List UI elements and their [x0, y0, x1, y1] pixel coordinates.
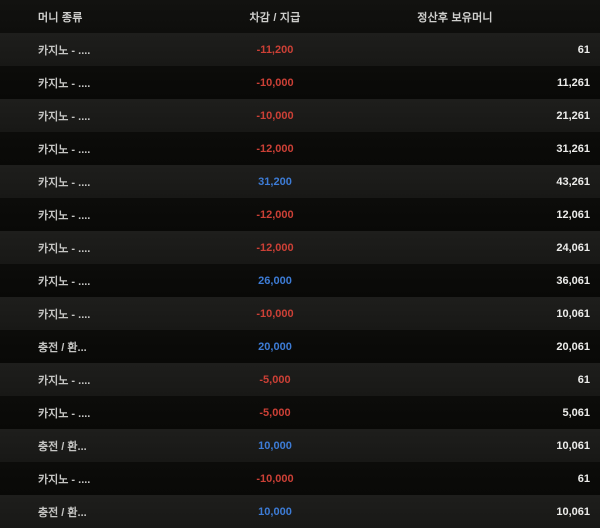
table-row: 카지노 - .... 26,000 36,061 — [0, 264, 600, 297]
table-body: 카지노 - .... -11,200 61 카지노 - .... -10,000 11,2… — [0, 33, 600, 528]
cell-balance-after: 24,061 — [556, 241, 590, 254]
table-row: 충전 / 환... 10,000 10,061 — [0, 495, 600, 528]
cell-deduct-pay-amount: -10,000 — [256, 307, 294, 320]
cell-balance-after: 10,061 — [556, 505, 590, 518]
cell-balance-after: 5,061 — [562, 406, 590, 419]
cell-deduct-pay-amount: -11,200 — [256, 43, 294, 56]
table-row: 카지노 - .... -10,000 61 — [0, 462, 600, 495]
cell-money-type: 충전 / 환... — [38, 440, 87, 453]
column-header-money-type: 머니 종류 — [38, 11, 83, 24]
cell-deduct-pay-amount: -12,000 — [256, 142, 294, 155]
cell-balance-after: 12,061 — [556, 208, 590, 221]
cell-balance-after: 36,061 — [556, 274, 590, 287]
column-header-balance-after: 정산후 보유머니 — [417, 11, 493, 24]
cell-deduct-pay-amount: 26,000 — [258, 274, 292, 287]
table-row: 충전 / 환... 10,000 10,061 — [0, 429, 600, 462]
cell-balance-after: 11,261 — [556, 76, 590, 89]
table-row: 카지노 - .... -10,000 10,061 — [0, 297, 600, 330]
cell-deduct-pay-amount: -5,000 — [259, 406, 291, 419]
table-row: 카지노 - .... -5,000 61 — [0, 363, 600, 396]
table-row: 카지노 - .... -11,200 61 — [0, 33, 600, 66]
cell-money-type: 카지노 - .... — [38, 143, 91, 156]
cell-balance-after: 21,261 — [556, 109, 590, 122]
cell-money-type: 카지노 - .... — [38, 275, 91, 288]
cell-money-type: 카지노 - .... — [38, 242, 91, 255]
cell-money-type: 카지노 - .... — [38, 110, 91, 123]
cell-deduct-pay-amount: -12,000 — [256, 241, 294, 254]
table-row: 카지노 - .... -12,000 24,061 — [0, 231, 600, 264]
cell-money-type: 카지노 - .... — [38, 407, 91, 420]
cell-money-type: 카지노 - .... — [38, 77, 91, 90]
table-row: 카지노 - .... -12,000 12,061 — [0, 198, 600, 231]
cell-balance-after: 10,061 — [556, 307, 590, 320]
table-row: 카지노 - .... -10,000 21,261 — [0, 99, 600, 132]
cell-balance-after: 20,061 — [556, 340, 590, 353]
cell-money-type: 충전 / 환... — [38, 506, 87, 519]
cell-balance-after: 61 — [577, 373, 590, 386]
column-header-deduct-pay: 차감 / 지급 — [249, 11, 301, 24]
table-row: 충전 / 환... 20,000 20,061 — [0, 330, 600, 363]
cell-money-type: 카지노 - .... — [38, 374, 91, 387]
cell-money-type: 카지노 - .... — [38, 44, 91, 57]
table-row: 카지노 - .... -10,000 11,261 — [0, 66, 600, 99]
table-row: 카지노 - .... 31,200 43,261 — [0, 165, 600, 198]
cell-money-type: 카지노 - .... — [38, 209, 91, 222]
cell-deduct-pay-amount: -10,000 — [256, 472, 294, 485]
table-row: 카지노 - .... -5,000 5,061 — [0, 396, 600, 429]
cell-balance-after: 43,261 — [556, 175, 590, 188]
cell-deduct-pay-amount: 20,000 — [258, 340, 292, 353]
table-row: 카지노 - .... -12,000 31,261 — [0, 132, 600, 165]
cell-balance-after: 31,261 — [556, 142, 590, 155]
cell-balance-after: 61 — [577, 472, 590, 485]
cell-deduct-pay-amount: -12,000 — [256, 208, 294, 221]
cell-deduct-pay-amount: 31,200 — [258, 175, 292, 188]
cell-deduct-pay-amount: 10,000 — [258, 439, 292, 452]
cell-balance-after: 10,061 — [556, 439, 590, 452]
cell-money-type: 카지노 - .... — [38, 176, 91, 189]
cell-deduct-pay-amount: -5,000 — [259, 373, 291, 386]
cell-money-type: 카지노 - .... — [38, 473, 91, 486]
cell-deduct-pay-amount: -10,000 — [256, 76, 294, 89]
table-header-row: 머니 종류 차감 / 지급 정산후 보유머니 — [0, 0, 600, 33]
cell-balance-after: 61 — [577, 43, 590, 56]
cell-deduct-pay-amount: -10,000 — [256, 109, 294, 122]
cell-money-type: 충전 / 환... — [38, 341, 87, 354]
cell-deduct-pay-amount: 10,000 — [258, 505, 292, 518]
cell-money-type: 카지노 - .... — [38, 308, 91, 321]
